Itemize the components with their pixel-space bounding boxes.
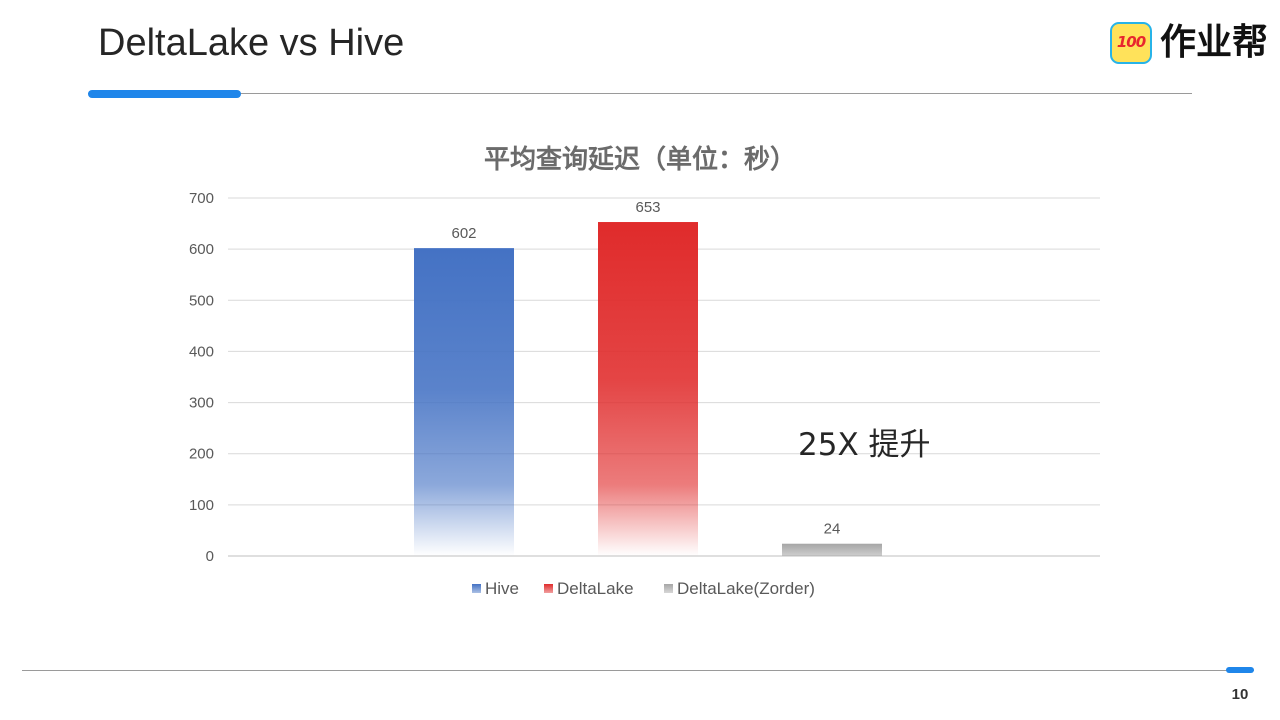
y-tick-label: 300	[189, 395, 214, 412]
legend-swatch	[664, 584, 673, 593]
y-tick-label: 200	[189, 446, 214, 463]
footer-accent-bar	[1226, 667, 1254, 673]
chart-data-labels: 602 653 24	[451, 199, 840, 538]
data-label: 602	[451, 225, 476, 242]
data-label: 24	[824, 521, 841, 538]
data-label: 653	[635, 199, 660, 216]
y-tick-label: 0	[206, 548, 214, 565]
bar-hive	[414, 248, 514, 556]
footer-divider	[22, 670, 1254, 671]
legend-label: DeltaLake	[557, 579, 634, 598]
bar-deltalake	[598, 222, 698, 556]
legend-swatch	[544, 584, 553, 593]
chart-legend: Hive DeltaLake DeltaLake(Zorder)	[472, 579, 815, 598]
page-number: 10	[1231, 686, 1249, 703]
title-accent-bar	[88, 90, 241, 98]
slide-title: DeltaLake vs Hive	[98, 22, 405, 64]
chart-title: 平均查询延迟（单位：秒）	[484, 144, 796, 175]
y-tick-label: 400	[189, 343, 214, 360]
bar-deltalake-zorder	[782, 543, 882, 556]
y-tick-label: 700	[189, 190, 214, 207]
y-tick-label: 600	[189, 241, 214, 258]
legend-swatch	[472, 584, 481, 593]
logo-badge-icon: 100	[1110, 22, 1152, 64]
speedup-callout: 25X 提升	[798, 427, 931, 463]
legend-label: Hive	[485, 579, 519, 598]
chart-y-axis: 0 100 200 300 400 500 600 700	[189, 190, 214, 565]
chart-bars	[414, 222, 882, 556]
logo-badge-text: 100	[1116, 33, 1146, 51]
title-divider	[88, 93, 1192, 94]
y-tick-label: 500	[189, 292, 214, 309]
y-tick-label: 100	[189, 497, 214, 514]
logo-text: 作业帮	[1160, 22, 1269, 63]
legend-label: DeltaLake(Zorder)	[677, 579, 815, 598]
